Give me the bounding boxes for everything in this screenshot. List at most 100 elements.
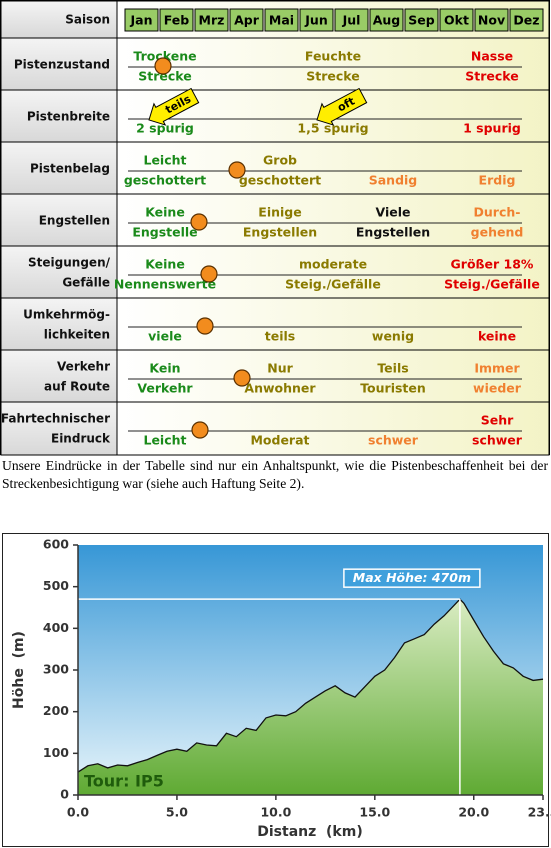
option: Keine	[145, 205, 185, 220]
option: Moderat	[250, 433, 309, 448]
series-label: Tour: IP5	[84, 772, 164, 791]
row-label: Engstellen	[39, 214, 110, 228]
month: Okt	[444, 13, 469, 28]
row-label: Gefälle	[62, 276, 110, 290]
y-tick-label: 600	[43, 537, 69, 552]
option: Nur	[267, 361, 293, 376]
month-box	[194, 8, 229, 32]
rating-dot	[196, 317, 214, 335]
month: Dez	[513, 13, 539, 28]
month: Aug	[373, 13, 401, 28]
option: Anwohner	[244, 381, 316, 396]
x-tick-label: 20.0	[458, 805, 489, 820]
x-axis-title: Distanz (km)	[257, 824, 362, 840]
label-cell	[0, 245, 118, 299]
y-tick-label: 400	[43, 620, 69, 635]
month: Mrz	[199, 13, 225, 28]
label-cell	[0, 297, 118, 351]
option: Nasse	[471, 49, 513, 64]
option: schwer	[368, 433, 419, 448]
option: Verkehr	[137, 381, 193, 396]
row-label: Saison	[65, 13, 110, 27]
month: Sep	[408, 13, 434, 28]
option: Grob	[263, 153, 297, 168]
option: viele	[148, 329, 182, 344]
row-label: Pistenbelag	[30, 162, 110, 176]
month-box	[229, 8, 264, 32]
option: 2 spurig	[136, 121, 194, 136]
option: schwer	[472, 433, 523, 448]
annotation-box	[343, 568, 481, 588]
rating-dot	[154, 57, 172, 75]
option: Viele	[376, 205, 411, 220]
x-tick-label: 15.0	[359, 805, 390, 820]
month-box	[369, 8, 404, 32]
option: Durch-	[474, 205, 521, 220]
option: Steig./Gefälle	[285, 277, 381, 292]
option: Strecke	[465, 69, 519, 84]
option: Engstelle	[132, 225, 197, 240]
option: Steig./Gefälle	[444, 277, 540, 292]
option: Immer	[474, 361, 520, 376]
option: Engstellen	[356, 225, 430, 240]
x-tick-label: 0.0	[67, 805, 89, 820]
label-cell	[0, 401, 118, 456]
y-tick-label: 0	[60, 787, 69, 802]
label-cell	[0, 193, 118, 247]
area	[78, 599, 543, 795]
rating-cell	[116, 401, 550, 456]
profile-line	[77, 598, 544, 773]
option: wenig	[372, 329, 414, 344]
month: Mai	[269, 13, 294, 28]
rating-cell	[116, 37, 550, 91]
row-label: Pistenzustand	[14, 58, 110, 72]
y-tick-label: 500	[43, 578, 69, 593]
rating-cell	[116, 245, 550, 299]
annotation: Max Höhe: 470m	[353, 570, 471, 585]
x-tick-label: 23.5	[528, 805, 551, 820]
option: Keine	[145, 257, 185, 272]
badge: oft	[316, 87, 368, 126]
month-box	[124, 8, 159, 32]
month: Feb	[164, 13, 190, 28]
label-cell	[0, 89, 118, 143]
row-label: Fahrtechnischer	[1, 412, 110, 426]
month: Nov	[478, 13, 505, 28]
month-box	[159, 8, 194, 32]
y-tick-label: 100	[43, 745, 69, 760]
option: Sandig	[369, 173, 418, 188]
option: geschottert	[239, 173, 321, 188]
y-tick-label: 200	[43, 703, 69, 718]
label-cell	[0, 349, 118, 403]
option: teils	[265, 329, 295, 344]
option: Trockene	[133, 49, 196, 64]
option: geschottert	[124, 173, 206, 188]
option: Kein	[149, 361, 180, 376]
month: Jun	[304, 13, 327, 28]
rating-cell	[116, 349, 550, 403]
x-tick-label: 5.0	[166, 805, 188, 820]
month: Jul	[342, 13, 361, 28]
option: Einige	[258, 205, 301, 220]
rating-dot	[228, 161, 246, 179]
option: moderate	[299, 257, 367, 272]
option: wieder	[473, 381, 522, 396]
month-box	[474, 8, 509, 32]
option: 1 spurig	[463, 121, 521, 136]
month: Jan	[130, 13, 153, 28]
month-box	[264, 8, 299, 32]
option: Feuchte	[305, 49, 361, 64]
badge-arrow	[148, 87, 200, 126]
row-label: lichkeiten	[44, 328, 110, 342]
option: Strecke	[138, 69, 192, 84]
option: Leicht	[143, 433, 186, 448]
rating-dot	[200, 265, 218, 283]
rating-dot	[190, 213, 208, 231]
month-box	[404, 8, 439, 32]
row-label: Pistenbreite	[27, 110, 110, 124]
rating-cell	[116, 141, 550, 195]
option: Leicht	[143, 153, 186, 168]
y-axis-title: Höhe (m)	[11, 631, 27, 709]
